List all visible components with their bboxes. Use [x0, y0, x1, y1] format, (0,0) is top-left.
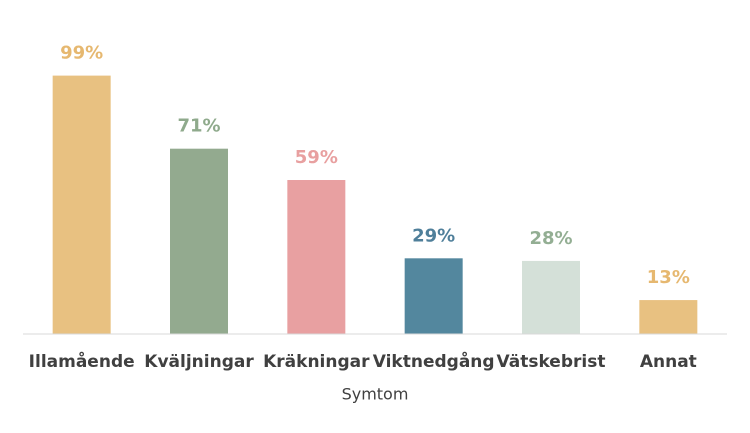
- bar: [639, 300, 698, 334]
- x-tick-label: Kräkningar: [263, 352, 370, 372]
- x-axis-title: Symtom: [342, 385, 409, 404]
- value-label: 71%: [177, 116, 220, 137]
- bar: [522, 260, 580, 334]
- bar: [170, 148, 228, 334]
- x-tick-label: Vätskebrist: [497, 352, 606, 372]
- bar: [287, 180, 346, 334]
- value-label: 29%: [412, 225, 455, 246]
- x-tick-label: Annat: [640, 352, 697, 372]
- x-tick-label: Viktnedgång: [373, 350, 495, 372]
- bar: [52, 75, 111, 335]
- value-label: 13%: [647, 267, 690, 288]
- x-tick-label: Kväljningar: [144, 352, 254, 372]
- value-label: 28%: [529, 228, 572, 249]
- value-label: 99%: [60, 43, 103, 64]
- bar: [404, 258, 463, 334]
- x-tick-label: Illamående: [29, 350, 135, 372]
- value-label: 59%: [295, 147, 338, 168]
